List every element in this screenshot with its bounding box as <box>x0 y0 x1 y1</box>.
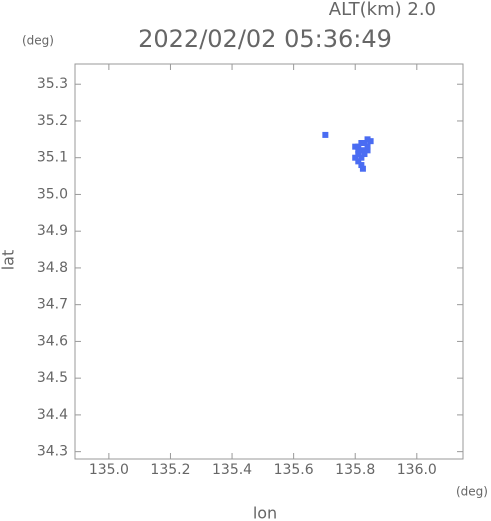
echo-point <box>322 131 329 138</box>
altitude-label: ALT(km) 2.0 <box>329 0 436 20</box>
echo-point <box>364 136 371 143</box>
echo-point <box>367 138 374 145</box>
x-unit: (deg) <box>456 485 488 499</box>
x-tick-label: 135.8 <box>335 462 375 478</box>
echo-point <box>355 151 362 158</box>
echo-point <box>355 147 362 154</box>
x-tick-label: 135.6 <box>274 462 314 478</box>
y-tick-label: 34.7 <box>37 297 68 313</box>
y-tick-label: 35.1 <box>37 150 68 166</box>
echo-point <box>355 143 362 150</box>
plot-frame <box>74 63 464 460</box>
x-tick-label: 135.4 <box>212 462 252 478</box>
echo-point <box>361 151 368 158</box>
echo-point <box>358 140 365 146</box>
echo-point <box>355 158 362 165</box>
y-tick-label: 34.6 <box>37 333 68 349</box>
echo-point <box>361 147 368 154</box>
y-tick-label: 35.2 <box>37 113 68 129</box>
echo-point <box>352 143 359 150</box>
y-tick-label: 35.0 <box>37 186 68 202</box>
x-tick-label: 136.0 <box>397 462 437 478</box>
chart-title: 2022/02/02 05:36:49 <box>138 25 392 53</box>
echo-point <box>358 154 365 161</box>
echo-point <box>361 140 368 146</box>
y-tick-label: 34.8 <box>37 260 68 276</box>
y-axis-label: lat <box>0 250 18 271</box>
echo-point <box>358 162 365 169</box>
echo-point <box>359 165 366 172</box>
echo-point <box>352 154 359 161</box>
x-tick-label: 135.2 <box>150 462 190 478</box>
echo-point <box>358 147 365 154</box>
y-tick-label: 34.9 <box>37 223 68 239</box>
x-tick-label: 135.0 <box>89 462 129 478</box>
y-unit: (deg) <box>22 34 54 48</box>
y-tick-label: 34.3 <box>37 444 68 460</box>
y-tick-label: 34.4 <box>37 407 68 423</box>
x-axis-label: lon <box>253 504 277 521</box>
echo-point <box>364 147 371 154</box>
echo-point <box>364 143 371 150</box>
y-tick-label: 34.5 <box>37 370 68 386</box>
y-tick-label: 35.3 <box>37 76 68 92</box>
